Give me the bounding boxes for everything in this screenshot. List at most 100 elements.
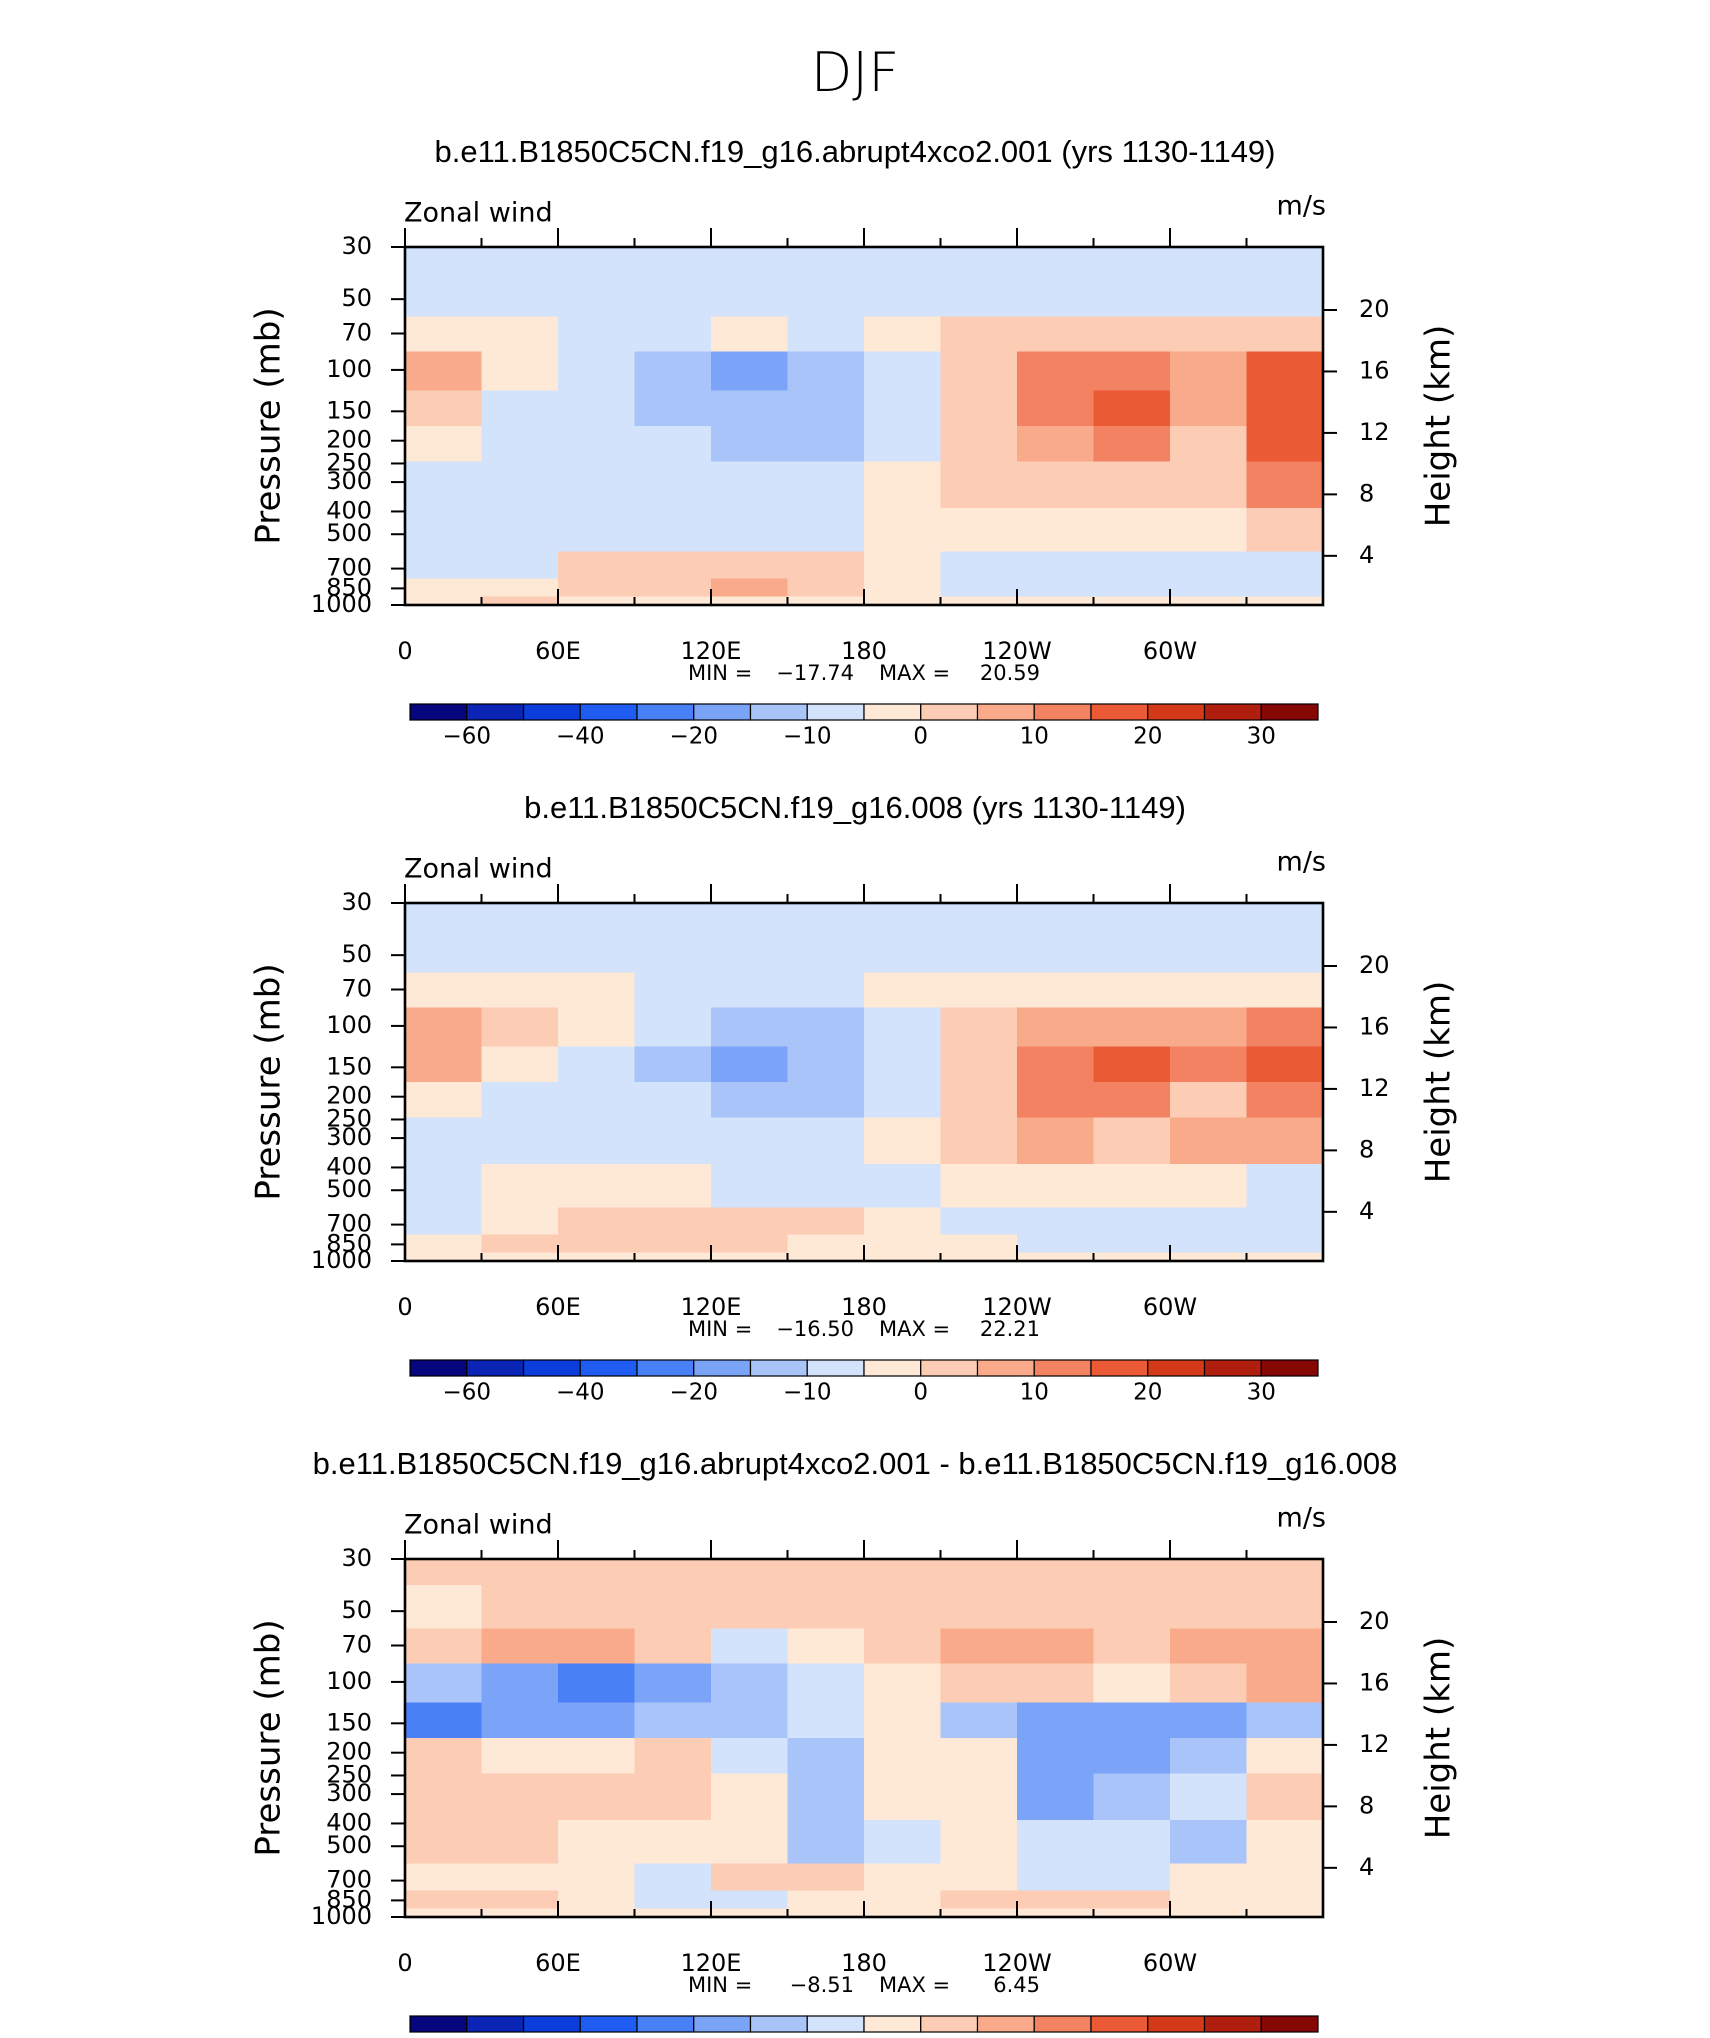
contour-cell: [634, 1046, 712, 1083]
y-tick-label: 50: [341, 1596, 372, 1624]
contour-cell: [1093, 1046, 1171, 1083]
colorbar-label: 12: [1133, 2036, 1162, 2038]
contour-cell: [787, 1252, 865, 1262]
contour-cell: [864, 1628, 942, 1665]
max-label: MAX =: [879, 1317, 950, 1341]
contour-cell: [481, 596, 559, 606]
y-tick-label: 250: [326, 448, 372, 476]
contour-cell: [940, 1738, 1018, 1774]
contour-cell: [1017, 1082, 1095, 1118]
contour-cell: [634, 1890, 712, 1910]
contour-cell: [940, 578, 1018, 598]
contour-cell: [1170, 1773, 1248, 1821]
panel-title: b.e11.B1850C5CN.f19_g16.abrupt4xco2.001 …: [313, 1446, 1398, 1481]
contour-cell: [634, 1663, 712, 1704]
colorbar-box: [806, 703, 865, 721]
y2-axis-label: Height (km): [1419, 325, 1459, 528]
contour-cell: [634, 1628, 712, 1665]
contour-cell: [1017, 1252, 1095, 1262]
contour-cell: [1246, 1663, 1324, 1704]
contour-cell: [558, 1252, 636, 1262]
contour-cell: [940, 1082, 1018, 1118]
contour-cell: [481, 508, 559, 553]
contour-cell: [1093, 426, 1171, 462]
contour-cell: [558, 1628, 636, 1665]
panel: b.e11.B1850C5CN.f19_g16.abrupt4xco2.001 …: [249, 1446, 1459, 2038]
contour-cell: [1093, 1863, 1171, 1892]
contour-cell: [940, 596, 1018, 606]
contour-cell: [634, 1207, 712, 1236]
contour-cell: [481, 1007, 559, 1048]
colorbar-label: 20: [1133, 1380, 1162, 1406]
contour-cell: [558, 929, 636, 973]
contour-cell: [787, 1164, 865, 1209]
contour-cell: [1093, 903, 1171, 930]
colorbar-box: [920, 2015, 979, 2033]
contour-cell: [405, 1164, 483, 1209]
contour-cell: [787, 390, 865, 427]
contour-cell: [405, 1046, 483, 1083]
contour-cell: [1017, 1164, 1095, 1209]
y2-tick-label: 16: [1359, 1012, 1390, 1040]
contour-cell: [1246, 1890, 1324, 1910]
contour-cell: [481, 1890, 559, 1910]
y2-tick-label: 12: [1359, 1074, 1390, 1102]
contour-cell: [940, 929, 1018, 973]
y2-tick-label: 20: [1359, 1607, 1390, 1635]
contour-cell: [1017, 351, 1095, 392]
contour-cell: [864, 1559, 942, 1586]
colorbar-box: [749, 703, 808, 721]
colorbar-box: [749, 1359, 808, 1377]
min-value: −17.74: [776, 661, 854, 685]
contour-cell: [405, 426, 483, 462]
contour-cell: [1170, 508, 1248, 553]
contour-cell: [1017, 273, 1095, 317]
contour-cell: [940, 426, 1018, 462]
contour-cell: [1246, 1820, 1324, 1865]
contour-cell: [558, 273, 636, 317]
contour-cell: [711, 578, 789, 598]
contour-cell: [1246, 1908, 1324, 1918]
contour-cell: [1093, 1663, 1171, 1704]
contour-cell: [1246, 1082, 1324, 1118]
contour-cell: [634, 508, 712, 553]
colorbar-box: [693, 1359, 752, 1377]
contour-cell: [558, 596, 636, 606]
contour-cell: [1093, 929, 1171, 973]
contour-cell: [634, 929, 712, 973]
contour-cell: [1246, 351, 1324, 392]
y-tick-label: 200: [326, 426, 372, 454]
contour-cell: [864, 1820, 942, 1865]
contour-cell: [787, 578, 865, 598]
contour-cell: [1170, 1207, 1248, 1236]
contour-cell: [787, 426, 865, 462]
contour-cell: [864, 1117, 942, 1165]
contour-cell: [711, 596, 789, 606]
colorbar-box: [1033, 2015, 1092, 2033]
contour-cell: [558, 461, 636, 509]
contour-cell: [864, 461, 942, 509]
y-tick-label: 50: [341, 284, 372, 312]
y-tick-label: 30: [341, 232, 372, 260]
max-label: MAX =: [879, 1973, 950, 1997]
contour-cell: [634, 1007, 712, 1048]
y-tick-label: 300: [326, 1123, 372, 1151]
min-value: −8.51: [790, 1973, 854, 1997]
max-value: 6.45: [993, 1973, 1040, 1997]
contour-cell: [558, 426, 636, 462]
contour-cell: [1170, 929, 1248, 973]
contour-cell: [711, 903, 789, 930]
contour-cell: [1170, 1046, 1248, 1083]
contour-cell: [481, 1663, 559, 1704]
contour-cell: [1017, 1046, 1095, 1083]
colorbar-box: [409, 1359, 468, 1377]
contour-cell: [558, 1164, 636, 1209]
contour-cell: [481, 1702, 559, 1739]
contour-cell: [864, 1773, 942, 1821]
contour-cell: [711, 1252, 789, 1262]
contour-cell: [787, 461, 865, 509]
contour-cell: [405, 461, 483, 509]
contour-cell: [711, 461, 789, 509]
